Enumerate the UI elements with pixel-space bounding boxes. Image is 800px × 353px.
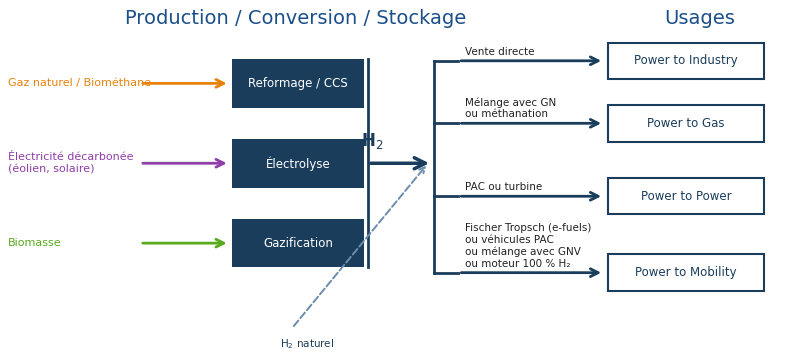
FancyBboxPatch shape [232, 139, 364, 187]
FancyBboxPatch shape [608, 105, 764, 142]
Text: Usages: Usages [665, 9, 735, 28]
Text: Fischer Tropsch (e-fuels)
ou véhicules PAC
ou mélange avec GNV
ou moteur 100 % H: Fischer Tropsch (e-fuels) ou véhicules P… [465, 223, 591, 269]
Text: Mélange avec GN
ou méthanation: Mélange avec GN ou méthanation [465, 97, 556, 119]
FancyBboxPatch shape [608, 178, 764, 215]
FancyBboxPatch shape [608, 43, 764, 79]
Text: Power to Industry: Power to Industry [634, 54, 738, 67]
Text: Power to Mobility: Power to Mobility [635, 266, 737, 279]
Text: Power to Power: Power to Power [641, 190, 731, 203]
Text: Production / Conversion / Stockage: Production / Conversion / Stockage [126, 9, 466, 28]
Text: Biomasse: Biomasse [8, 238, 62, 248]
Text: PAC ou turbine: PAC ou turbine [465, 182, 542, 192]
FancyBboxPatch shape [232, 219, 364, 268]
FancyBboxPatch shape [232, 59, 364, 108]
Text: Gazification: Gazification [263, 237, 333, 250]
Text: Gaz naturel / Biométhane: Gaz naturel / Biométhane [8, 78, 151, 88]
FancyBboxPatch shape [608, 255, 764, 291]
Text: Électrolyse: Électrolyse [266, 156, 330, 170]
Text: Électricité décarbonée
(éolien, solaire): Électricité décarbonée (éolien, solaire) [8, 152, 134, 174]
Text: Reformage / CCS: Reformage / CCS [248, 77, 348, 90]
Text: Power to Gas: Power to Gas [647, 117, 725, 130]
Text: H$_2$ naturel: H$_2$ naturel [280, 337, 334, 351]
Text: H$_2$: H$_2$ [361, 131, 383, 151]
Text: Vente directe: Vente directe [465, 47, 534, 56]
